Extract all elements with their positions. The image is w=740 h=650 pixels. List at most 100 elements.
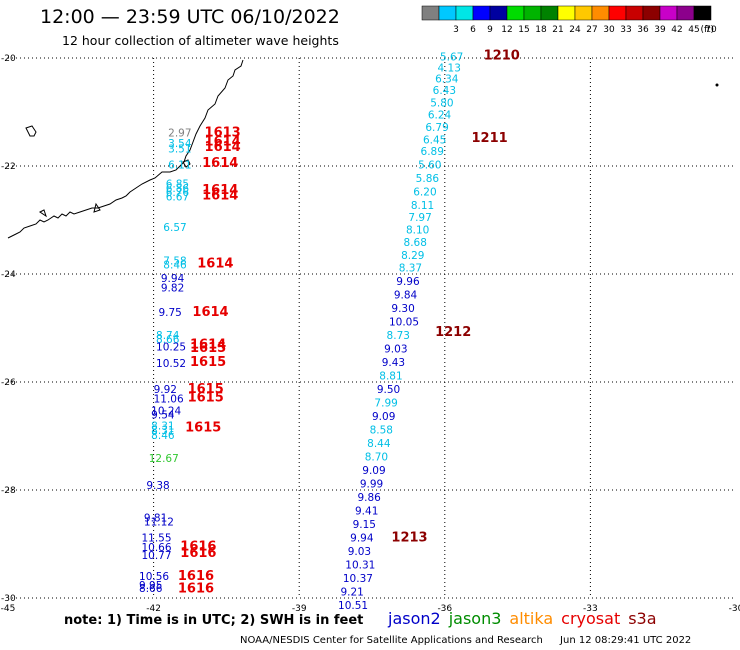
wave-height-value: 6.89 — [421, 146, 444, 158]
colorbar-tick-label: 3 — [453, 25, 459, 35]
pass-time-label: 1614 — [192, 305, 228, 320]
wave-height-value: 12.67 — [149, 453, 179, 465]
wave-height-value: 9.03 — [384, 343, 407, 355]
wave-height-value: 9.82 — [161, 282, 184, 294]
wave-height-value: 6.24 — [428, 109, 452, 121]
wave-height-value: 9.41 — [355, 505, 378, 517]
wave-height-value: 11.06 — [154, 394, 184, 406]
wave-height-value: 10.51 — [338, 600, 368, 612]
wave-height-value: 6.85 — [166, 179, 189, 191]
pass-time-label: 1614 — [202, 156, 238, 171]
colorbar-tick-label: 70 — [705, 25, 717, 35]
track-east-values: 5.674.136.346.435.806.246.796.456.89 5.60… — [338, 52, 463, 612]
wave-height-value: 9.95 — [139, 580, 162, 592]
wave-height-value: 11.55 — [141, 532, 171, 544]
wave-height-value: 8.46 — [151, 430, 175, 442]
colorbar-tick-label: 30 — [603, 25, 615, 35]
wave-height-value: 6.34 — [435, 73, 459, 85]
pass-time-label: 1615 — [185, 421, 221, 436]
wave-height-value: 6.20 — [413, 187, 436, 199]
colorbar-tick-label: 12 — [501, 25, 512, 35]
wave-height-value: 9.84 — [394, 289, 418, 301]
colorbar-unit: (ft) — [700, 25, 714, 35]
wave-height-value: 8.29 — [401, 250, 424, 262]
pass-time-label: 1614 — [197, 257, 233, 272]
colorbar-swatch — [642, 5, 661, 21]
pass-time-label: 1213 — [391, 530, 427, 545]
wave-height-value: 8.70 — [365, 451, 388, 463]
wave-height-value: 9.50 — [377, 384, 400, 396]
pass-time-label: 1212 — [435, 325, 471, 340]
longitude-tick-label: -42 — [146, 604, 161, 614]
wave-height-value: 8.44 — [367, 438, 391, 450]
pass-time-label: 1614 — [205, 140, 241, 155]
wave-height-value: 8.66 — [156, 334, 180, 346]
wave-height-value: 8.73 — [387, 330, 410, 342]
colorbar-swatch — [693, 5, 712, 21]
wave-height-value: 11.12 — [144, 517, 174, 529]
track-west-values: 2.973.543.51 6.11 6.856.866.766.67 6.57 7.58… — [139, 127, 192, 595]
pass-time-label: 1615 — [190, 341, 226, 356]
wave-height-value: 6.43 — [433, 85, 456, 97]
colorbar-tick-label: 9 — [487, 25, 493, 35]
credit-text: NOAA/NESDIS Center for Satellite Applica… — [240, 635, 543, 646]
wave-height-value: 8.68 — [404, 237, 427, 249]
satellite-legend-jason2: jason2 — [388, 609, 441, 628]
wave-height-value: 8.81 — [379, 370, 402, 382]
colorbar-swatch — [659, 5, 678, 21]
wave-height-value: 6.86 — [166, 183, 190, 195]
colorbar-tick-label: 42 — [671, 25, 682, 35]
wave-height-value: 10.77 — [141, 550, 171, 562]
latitude-tick-label: -28 — [1, 486, 16, 496]
wave-height-value: 3.54 — [168, 138, 192, 150]
wave-height-value: 9.86 — [357, 492, 381, 504]
wave-height-value: 9.43 — [382, 357, 405, 369]
colorbar-swatch — [540, 5, 559, 21]
latitude-tick-label: -30 — [1, 594, 16, 604]
wave-height-value: 5.60 — [418, 160, 441, 172]
colorbar-swatch — [455, 5, 474, 21]
pass-time-label: 1210 — [484, 49, 520, 64]
wave-height-value: 9.09 — [372, 411, 395, 423]
wave-height-value: 6.11 — [168, 160, 191, 172]
pass-time-label: 1615 — [188, 382, 224, 397]
wave-height-value: 10.05 — [389, 316, 419, 328]
pass-time-label: 1613 — [205, 125, 241, 140]
colorbar-swatch — [625, 5, 644, 21]
wave-height-value: 9.75 — [158, 307, 181, 319]
colorbar-swatch — [608, 5, 627, 21]
wave-height-value: 5.86 — [416, 173, 440, 185]
wave-height-value: 4.13 — [438, 63, 461, 75]
wave-height-value: 8.31 — [151, 421, 174, 433]
colorbar-swatch — [523, 5, 542, 21]
footnote: note: 1) Time is in UTC; 2) SWH is in fe… — [64, 613, 364, 628]
pass-time-label: 1616 — [180, 546, 216, 561]
colorbar-swatch — [574, 5, 593, 21]
pass-time-label: 1616 — [180, 539, 216, 554]
wave-height-value: 8.66 — [139, 583, 163, 595]
pass-time-label: 1614 — [202, 183, 238, 198]
wave-height-value: 6.45 — [423, 134, 446, 146]
wave-height-value: 9.99 — [360, 478, 383, 490]
colorbar-swatch — [506, 5, 525, 21]
wave-height-value: 10.25 — [156, 342, 186, 354]
longitude-tick-label: -36 — [437, 604, 452, 614]
coastline-shape — [7, 59, 244, 239]
pass-time-label: 1615 — [188, 390, 224, 405]
coastline-island — [182, 159, 191, 168]
pass-time-label: 1616 — [178, 582, 214, 597]
latitude-tick-label: -20 — [1, 54, 16, 64]
wave-height-value: 6.76 — [166, 187, 190, 199]
colorbar-tick-label: 18 — [535, 25, 547, 35]
page-title: 12:00 — 23:59 UTC 06/10/2022 — [40, 6, 340, 28]
wave-height-value: 10.66 — [141, 542, 171, 554]
wave-height-value: 8.10 — [406, 225, 429, 237]
wave-height-value: 9.30 — [391, 303, 414, 315]
wave-height-value: 7.58 — [163, 255, 186, 267]
satellite-legend-jason3: jason3 — [448, 609, 502, 628]
wave-height-value: 10.24 — [151, 405, 181, 417]
wave-height-value: 10.56 — [139, 571, 169, 583]
wave-height-value: 7.97 — [408, 212, 431, 224]
colorbar-swatch — [676, 5, 695, 21]
satellite-legend-altika: altika — [509, 609, 554, 628]
